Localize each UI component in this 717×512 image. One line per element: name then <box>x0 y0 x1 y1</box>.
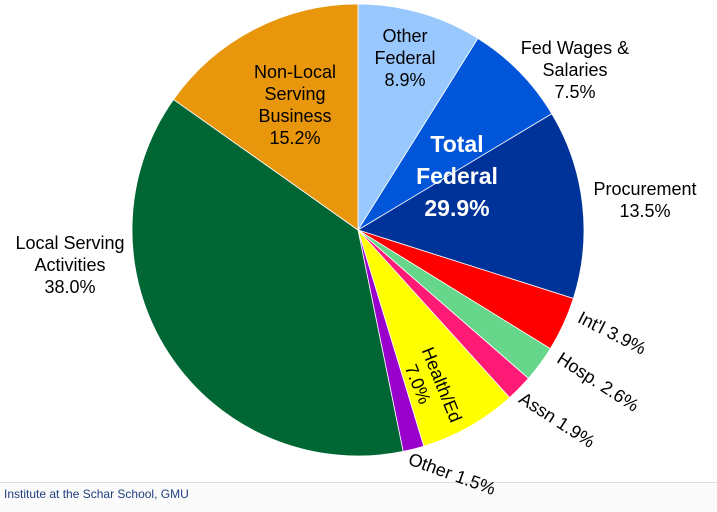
value-label: 38.0% <box>44 277 96 297</box>
category-label: Procurement <box>593 179 697 199</box>
category-label: Other Federal <box>374 26 436 68</box>
annotation-value: 29.9% <box>424 195 490 221</box>
annotation-text: Total Federal <box>416 131 498 189</box>
pie-slice <box>357 3 479 232</box>
pie-slice <box>357 37 553 231</box>
slice-label: Fed Wages & Salaries 7.5% <box>510 37 640 103</box>
annotation: Total Federal 29.9% <box>397 128 517 224</box>
category-label: Local Serving Activities <box>15 233 125 275</box>
slice-label: Local Serving Activities 38.0% <box>0 232 140 298</box>
source: Institute at the Schar School, GMU <box>4 487 189 501</box>
value-label: 13.5% <box>619 201 671 221</box>
slice-label: Other Federal 8.9% <box>365 25 445 91</box>
pie-slice <box>172 3 359 231</box>
pie-slice <box>357 113 585 299</box>
slice-label: Non-Local Serving Business 15.2% <box>240 61 350 149</box>
footer-band <box>0 482 717 512</box>
category-label: Non-Local Serving Business <box>253 62 337 126</box>
value-label: 15.2% <box>269 128 321 148</box>
pie-slice <box>131 98 404 457</box>
slice-label: Procurement 13.5% <box>585 178 705 222</box>
value-label: 8.9% <box>384 70 426 90</box>
category-label: Fed Wages & Salaries <box>520 38 630 80</box>
value-label: 7.5% <box>554 82 596 102</box>
